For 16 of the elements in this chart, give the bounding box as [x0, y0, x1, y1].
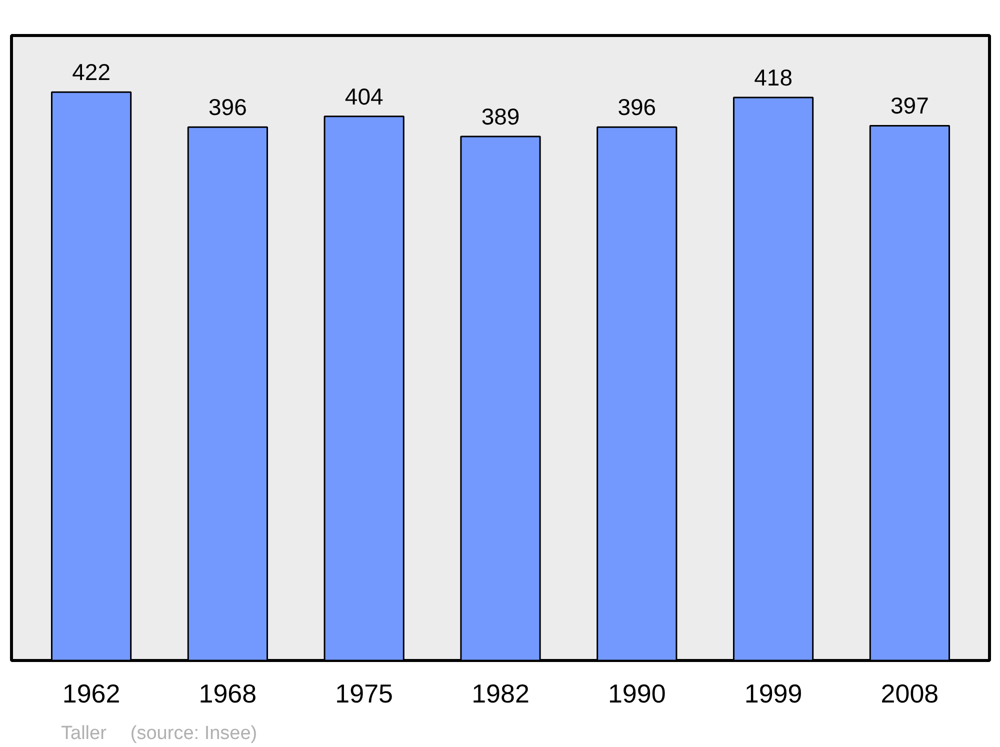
text: Taller	[61, 722, 106, 746]
x-tick-label: 1975	[335, 678, 394, 708]
x-tick-label: 1962	[62, 678, 120, 708]
x-tick-label: 1982	[472, 678, 530, 708]
x-tick-label: 1990	[608, 678, 666, 708]
data-label: 397	[890, 92, 929, 119]
text: (source: Insee)	[130, 722, 258, 746]
x-tick-label: 1968	[198, 678, 257, 708]
x-tick-label: 2008	[880, 678, 939, 708]
data-label: 389	[481, 104, 520, 130]
data-label: 422	[72, 59, 110, 86]
data-label: 418	[754, 64, 792, 90]
data-label: 396	[618, 94, 656, 120]
data-label: 404	[344, 83, 384, 110]
data-label: 396	[208, 94, 247, 120]
x-tick-label: 1999	[744, 678, 802, 708]
